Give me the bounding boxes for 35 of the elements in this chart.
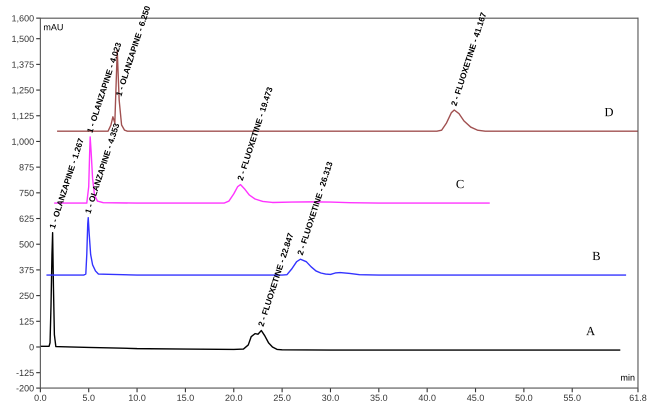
series-label: B: [592, 252, 600, 260]
x-tick-label: 61.8: [630, 394, 646, 401]
x-tick-label: 40.0: [418, 394, 436, 401]
y-tick-label: 1,250: [12, 87, 34, 94]
x-tick-label: 20.0: [225, 394, 242, 401]
series-label: C: [456, 180, 464, 188]
y-tick-label: 125: [20, 318, 34, 325]
y-tick-label: -125: [16, 370, 34, 376]
x-tick-label: 0.0: [34, 394, 46, 401]
y-tick-label: 1,375: [12, 61, 34, 69]
y-tick-label: 0: [29, 344, 34, 350]
x-axis-title: min: [621, 374, 634, 381]
x-tick-label: 50.0: [515, 394, 532, 401]
x-tick-label: 15.0: [177, 394, 194, 401]
y-tick-label: 625: [20, 215, 34, 222]
y-tick-label: 1,500: [12, 36, 34, 44]
y-tick-label: 500: [19, 241, 34, 248]
y-axis-title: mAU: [44, 24, 63, 30]
y-tick-label: -200: [16, 385, 34, 392]
y-tick-label: 375: [19, 266, 34, 274]
y-tick-label: 1,125: [12, 112, 34, 120]
x-tick-label: 55.0: [564, 394, 581, 401]
x-tick-label: 30.0: [322, 394, 339, 401]
x-tick-label: 10.0: [128, 394, 146, 401]
x-tick-label: 25.0: [274, 394, 291, 401]
series-label: D: [604, 108, 613, 116]
y-tick-label: 750: [20, 190, 34, 196]
series-label: A: [586, 326, 596, 336]
y-tick-label: 250: [20, 292, 34, 299]
y-tick-label: 1,000: [12, 138, 34, 146]
x-tick-label: 35.0: [370, 394, 388, 401]
y-tick-label: 1,600: [12, 15, 34, 23]
x-tick-label: 45.0: [466, 394, 484, 401]
y-tick-label: 875: [19, 164, 34, 171]
x-tick-label: 5.0: [82, 394, 95, 401]
